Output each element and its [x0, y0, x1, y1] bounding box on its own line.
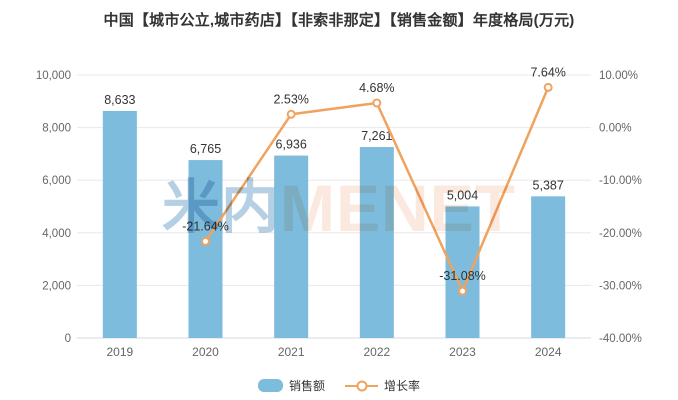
- x-axis-label: 2024: [535, 345, 562, 359]
- bar-2023[interactable]: [445, 206, 480, 338]
- legend-growth-label: 增长率: [384, 379, 421, 393]
- legend-sales-label: 销售额: [288, 379, 325, 393]
- bar-value-label: 8,633: [104, 93, 135, 107]
- growth-value-label: 7.64%: [530, 65, 565, 79]
- right-axis-tick-label: -40.00%: [599, 333, 642, 345]
- bar-series-marker-icon: [257, 379, 283, 392]
- left-axis-tick-label: 10,000: [36, 70, 71, 82]
- right-axis-tick-label: 10.00%: [599, 70, 638, 82]
- growth-point-2020[interactable]: [201, 236, 210, 246]
- bar-value-label: 6,936: [276, 138, 307, 152]
- right-axis-tick-label: -30.00%: [599, 280, 642, 292]
- growth-point-2024[interactable]: [543, 82, 553, 92]
- x-axis-label: 2020: [192, 345, 219, 359]
- growth-value-label: 2.53%: [273, 92, 308, 106]
- x-axis-label: 2022: [363, 345, 390, 359]
- right-axis-tick-label: -20.00%: [599, 228, 642, 240]
- left-axis-tick-label: 4,000: [42, 228, 71, 240]
- left-axis-tick-label: 8,000: [42, 123, 71, 135]
- left-axis-tick-label: 2,000: [42, 280, 71, 292]
- bar-value-label: 6,765: [190, 142, 221, 156]
- chart-title: 中国【城市公立,城市药店】【非索非那定】【销售金额】年度格局(万元): [103, 12, 575, 29]
- growth-point-2023[interactable]: [458, 286, 467, 296]
- bar-2021[interactable]: [274, 155, 309, 338]
- x-axis-label: 2019: [106, 345, 133, 359]
- left-axis-tick-label: 0: [65, 333, 71, 345]
- bar-2022[interactable]: [359, 147, 394, 338]
- growth-point-2022[interactable]: [372, 98, 382, 108]
- x-axis-label: 2023: [449, 345, 476, 359]
- bar-2019[interactable]: [102, 110, 137, 338]
- right-axis-tick-label: 0.00%: [599, 123, 632, 135]
- chart-legend: 销售额 增长率: [0, 377, 678, 394]
- growth-value-label: -31.08%: [439, 269, 486, 283]
- legend-item-sales[interactable]: 销售额: [257, 377, 325, 394]
- growth-value-label: 4.68%: [359, 81, 394, 95]
- legend-item-growth[interactable]: 增长率: [345, 377, 420, 394]
- x-axis-label: 2021: [278, 345, 305, 359]
- growth-value-label: -21.64%: [182, 219, 229, 233]
- growth-point-2021[interactable]: [286, 109, 296, 119]
- left-axis-tick-label: 6,000: [42, 175, 71, 187]
- bar-value-label: 5,387: [533, 178, 564, 192]
- right-axis-tick-label: -10.00%: [599, 175, 642, 187]
- bar-2020[interactable]: [188, 160, 223, 338]
- bar-value-label: 7,261: [361, 129, 392, 143]
- bar-value-label: 5,004: [447, 188, 478, 202]
- bar-2024[interactable]: [531, 196, 566, 338]
- line-series-marker-icon: [345, 379, 378, 392]
